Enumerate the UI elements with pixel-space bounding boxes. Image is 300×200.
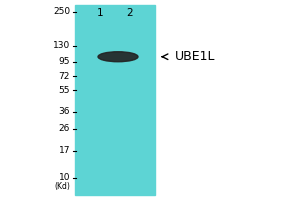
Text: 36: 36 [58,107,70,116]
Text: 72: 72 [58,72,70,81]
Text: (Kd): (Kd) [54,182,70,192]
Text: 10: 10 [58,173,70,182]
Text: 250: 250 [53,7,70,17]
Text: 26: 26 [58,124,70,133]
Text: 130: 130 [53,41,70,50]
Ellipse shape [98,52,138,62]
Text: 17: 17 [58,146,70,155]
Text: 1: 1 [97,8,103,18]
Text: 95: 95 [58,57,70,66]
Text: UBE1L: UBE1L [175,50,215,63]
Text: 2: 2 [127,8,133,18]
Text: 55: 55 [58,86,70,95]
Bar [75,5,155,195]
